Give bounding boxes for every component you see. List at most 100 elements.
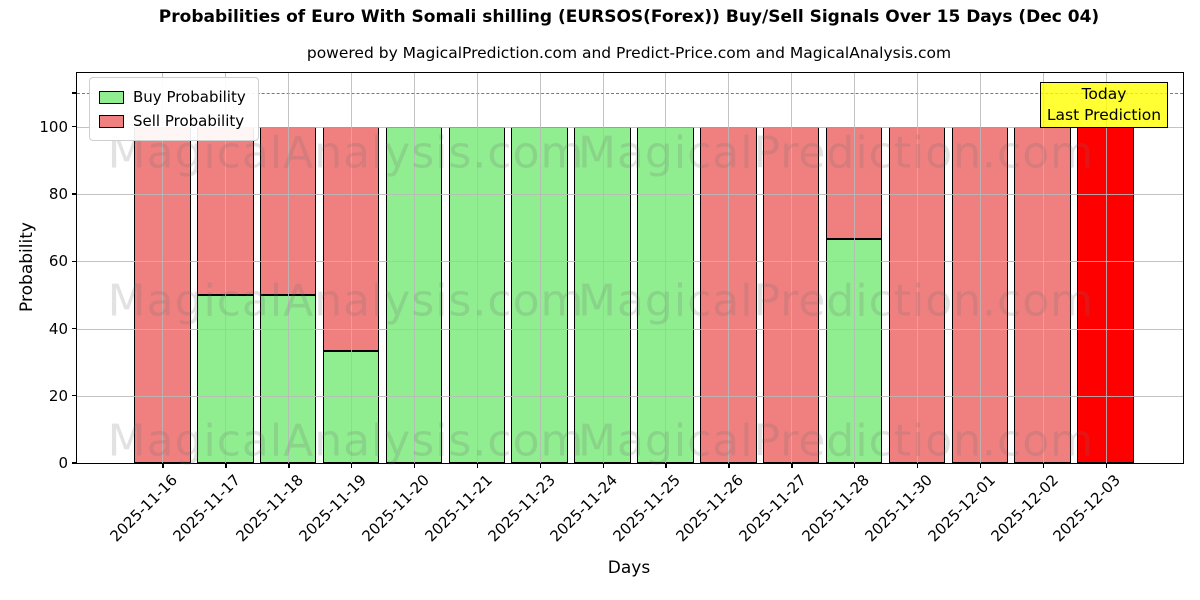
bar-slot: 2025-12-03 bbox=[1050, 73, 1137, 545]
bar-slot: 2025-12-02 bbox=[987, 73, 1074, 545]
x-tick bbox=[225, 463, 227, 468]
y-tick-label: 60 bbox=[48, 252, 68, 271]
x-tick bbox=[162, 463, 164, 468]
legend-label-sell: Sell Probability bbox=[133, 112, 245, 130]
vertical-gridline bbox=[1042, 73, 1044, 463]
x-tick bbox=[665, 463, 667, 468]
sell-segment bbox=[1077, 126, 1134, 463]
y-tick bbox=[72, 462, 77, 464]
vertical-gridline bbox=[413, 73, 415, 463]
y-tick-label: 100 bbox=[39, 117, 68, 136]
stacked-bar bbox=[385, 126, 443, 463]
buy-segment bbox=[385, 126, 443, 463]
stacked-bar bbox=[825, 126, 883, 463]
legend-item-sell: Sell Probability bbox=[99, 109, 246, 133]
buy-swatch-icon bbox=[99, 90, 124, 104]
bar-slot: 2025-11-20 bbox=[358, 73, 446, 545]
x-tick bbox=[916, 463, 919, 468]
vertical-gridline bbox=[728, 73, 730, 463]
stacked-bar bbox=[259, 126, 317, 463]
stacked-bar bbox=[888, 126, 946, 463]
x-tick bbox=[791, 463, 793, 468]
bar-slot: 2025-11-25 bbox=[610, 73, 697, 545]
buy-segment bbox=[322, 350, 380, 463]
sell-segment bbox=[322, 126, 380, 351]
sell-segment bbox=[951, 126, 1009, 463]
vertical-gridline bbox=[539, 73, 541, 463]
x-tick bbox=[854, 463, 856, 468]
bar-slot: 2025-11-23 bbox=[484, 73, 571, 545]
bar-slot: 2025-11-30 bbox=[861, 73, 949, 545]
x-axis-label: Days bbox=[607, 558, 651, 578]
x-tick bbox=[288, 463, 290, 468]
x-tick bbox=[1105, 463, 1107, 468]
legend: Buy Probability Sell Probability bbox=[89, 77, 259, 141]
sell-segment bbox=[888, 126, 946, 463]
today-annotation-line2: Last Prediction bbox=[1046, 106, 1162, 124]
horizontal-gridline bbox=[77, 261, 1183, 263]
x-tick-label: 2025-11-28 bbox=[798, 471, 873, 546]
x-tick-label: 2025-11-18 bbox=[232, 471, 307, 546]
stacked-bar bbox=[511, 126, 568, 463]
x-tick bbox=[979, 463, 982, 468]
vertical-gridline bbox=[979, 73, 981, 463]
stacked-bar bbox=[637, 126, 694, 463]
stacked-bar bbox=[448, 126, 506, 463]
bar-slot: 2025-11-21 bbox=[421, 73, 508, 545]
x-tick bbox=[413, 463, 416, 468]
vertical-gridline bbox=[665, 73, 667, 463]
sell-swatch-icon bbox=[99, 114, 124, 128]
chart-title: Probabilities of Euro With Somali shilli… bbox=[158, 7, 1100, 27]
y-tick bbox=[72, 126, 77, 128]
stacked-bar bbox=[762, 126, 820, 463]
horizontal-gridline bbox=[77, 328, 1183, 330]
buy-segment bbox=[511, 126, 568, 463]
vertical-gridline bbox=[854, 73, 856, 463]
horizontal-gridline bbox=[77, 395, 1183, 397]
stacked-bar bbox=[574, 126, 631, 463]
y-tick bbox=[72, 193, 77, 195]
sell-segment bbox=[197, 126, 254, 295]
stacked-bar bbox=[951, 126, 1009, 463]
bar-slot: 2025-11-19 bbox=[295, 73, 383, 545]
legend-item-buy: Buy Probability bbox=[99, 85, 246, 109]
bar-slot: 2025-12-01 bbox=[924, 73, 1011, 545]
buy-segment bbox=[637, 126, 694, 463]
x-tick-label: 2025-11-19 bbox=[295, 471, 370, 546]
vertical-gridline bbox=[288, 73, 290, 463]
buy-segment bbox=[259, 294, 317, 463]
vertical-gridline bbox=[1105, 73, 1107, 463]
vertical-gridline bbox=[351, 73, 353, 463]
horizontal-gridline bbox=[77, 126, 1183, 128]
y-axis-label: Probability bbox=[17, 222, 37, 312]
x-tick-label: 2025-11-27 bbox=[735, 471, 810, 546]
bar-slot: 2025-11-28 bbox=[798, 73, 886, 545]
vertical-gridline bbox=[225, 73, 227, 463]
stacked-bar bbox=[197, 126, 254, 463]
y-tick-label: 20 bbox=[48, 386, 68, 405]
vertical-gridline bbox=[916, 73, 918, 463]
x-tick-label: 2025-11-17 bbox=[169, 471, 245, 546]
y-tick bbox=[72, 395, 77, 397]
y-tick bbox=[72, 260, 77, 262]
bar-slot: 2025-11-24 bbox=[547, 73, 634, 545]
x-tick-label: 2025-11-26 bbox=[672, 471, 748, 546]
bar-slot: 2025-11-16 bbox=[107, 73, 194, 545]
bar-slot: 2025-11-18 bbox=[233, 73, 320, 545]
x-tick bbox=[539, 463, 542, 468]
stacked-bar bbox=[134, 126, 191, 463]
today-annotation-line1: Today bbox=[1081, 85, 1127, 103]
sell-segment bbox=[1014, 126, 1071, 463]
vertical-gridline bbox=[791, 73, 793, 463]
x-tick bbox=[728, 463, 730, 468]
stacked-bar bbox=[1014, 126, 1071, 463]
vertical-gridline bbox=[476, 73, 478, 463]
sell-segment bbox=[825, 126, 883, 239]
x-tick-label: 2025-11-16 bbox=[106, 471, 182, 546]
plot-area: 0 20 40 60 80 100 2025-11-16 2025-11-17 2025-11… bbox=[39, 72, 1184, 545]
bar-slot: 2025-11-26 bbox=[673, 73, 760, 545]
chart-subtitle: powered by MagicalPrediction.com and Pre… bbox=[306, 44, 952, 62]
horizontal-gridline bbox=[77, 194, 1183, 196]
y-tick-label: 40 bbox=[48, 319, 68, 338]
